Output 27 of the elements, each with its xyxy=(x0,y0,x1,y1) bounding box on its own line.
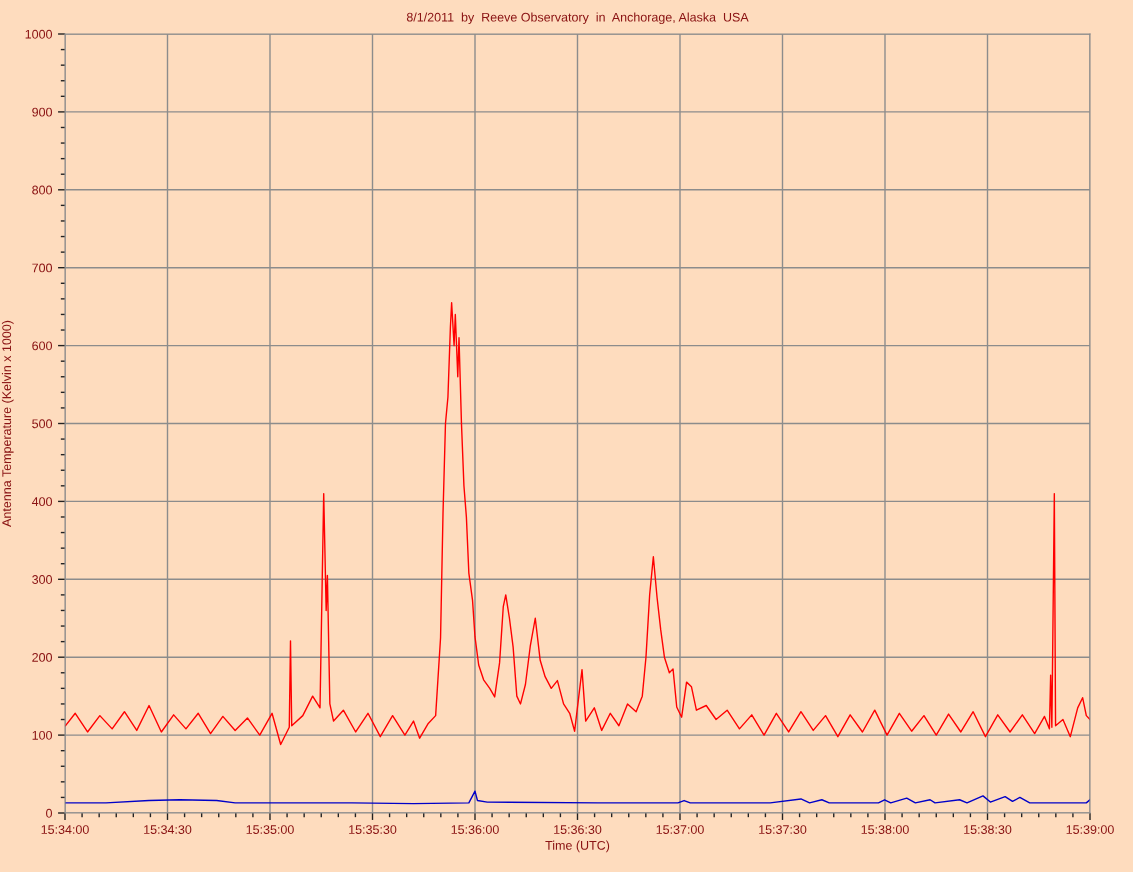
x-axis-title: Time (UTC) xyxy=(545,840,610,853)
line-series xyxy=(65,302,1090,746)
x-tick-label: 15:34:00 xyxy=(41,825,89,834)
x-tick-label: 15:39:00 xyxy=(1066,825,1114,834)
x-tick-label: 15:35:30 xyxy=(349,825,397,834)
x-tick-label: 15:34:30 xyxy=(144,825,192,834)
line-series xyxy=(65,790,1090,805)
y-tick-label: 400 xyxy=(31,497,53,507)
y-tick-label: 100 xyxy=(32,730,53,740)
y-tick-label: 800 xyxy=(32,185,53,195)
x-tick-label: 15:36:30 xyxy=(554,825,602,834)
y-tick-label: 900 xyxy=(32,107,53,117)
x-tick-label: 15:38:00 xyxy=(861,825,909,834)
x-tick-label: 15:38:30 xyxy=(964,825,1012,834)
chart-title: 8/1/2011 by Reeve Observatory in Anchorage, Alaska USA xyxy=(406,12,749,25)
y-tick-label: 600 xyxy=(32,341,53,351)
x-tick-label: 15:35:00 xyxy=(246,825,294,834)
x-tick-label: 15:37:30 xyxy=(759,825,807,834)
y-tick-label: 1000 xyxy=(25,29,53,39)
y-tick-label: 700 xyxy=(32,263,53,273)
x-tick-label: 15:37:00 xyxy=(656,825,704,834)
x-tick-label: 15:36:00 xyxy=(451,825,499,834)
y-tick-label: 0 xyxy=(46,808,53,818)
y-tick-label: 500 xyxy=(32,419,53,429)
y-tick-label: 300 xyxy=(32,575,53,584)
y-axis-title: Antenna Temperature (Kelvin x 1000) xyxy=(1,320,14,527)
y-tick-label: 200 xyxy=(32,653,53,662)
